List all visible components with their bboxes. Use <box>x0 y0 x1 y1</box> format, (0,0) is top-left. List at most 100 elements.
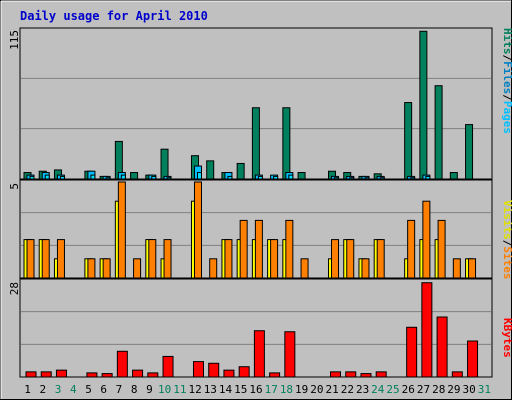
x-tick-label: 20 <box>310 383 323 396</box>
bar-kbytes-day-14 <box>223 369 235 378</box>
ymax-label-visits: 5 <box>8 183 21 190</box>
bar-sites-day-23 <box>361 258 370 279</box>
bar-kbytes-day-13 <box>208 362 220 378</box>
bar-hits-day-10 <box>160 148 169 180</box>
bar-kbytes-day-5 <box>86 372 98 378</box>
legend-visits-sites: Visits/Sites <box>501 200 512 280</box>
x-tick-label: 24 <box>371 383 385 396</box>
bar-sites-day-13 <box>209 258 218 279</box>
bar-hits-day-16 <box>251 107 260 180</box>
bar-hits-day-26 <box>404 102 413 180</box>
bar-sites-day-15 <box>239 219 248 279</box>
bar-kbytes-day-18 <box>284 331 296 378</box>
bar-sites-day-26 <box>407 219 416 279</box>
x-tick-label: 4 <box>70 383 77 396</box>
x-tick-label: 2 <box>40 383 47 396</box>
legend-entry: Hits <box>501 28 512 55</box>
bar-kbytes-day-22 <box>345 371 357 378</box>
bar-sites-day-10 <box>163 239 172 279</box>
chart-title: Daily usage for April 2010 <box>20 9 208 23</box>
bar-sites-day-7 <box>117 181 126 279</box>
x-tick-label: 31 <box>478 383 491 396</box>
bar-sites-day-17 <box>270 239 279 279</box>
bar-sites-day-2 <box>41 239 50 279</box>
bar-kbytes-day-28 <box>436 316 448 378</box>
bar-kbytes-day-24 <box>375 371 387 378</box>
bar-pages-day-14 <box>227 175 233 180</box>
bar-kbytes-day-26 <box>406 326 418 378</box>
bar-hits-day-27 <box>419 30 428 180</box>
panel-kbytes: 28 <box>8 278 493 378</box>
bar-kbytes-day-8 <box>132 369 144 378</box>
bar-sites-day-1 <box>26 239 35 279</box>
ymax-label-hits: 115 <box>8 30 21 50</box>
x-tick-label: 30 <box>463 383 476 396</box>
bar-hits-day-8 <box>130 172 139 180</box>
bar-kbytes-day-23 <box>360 373 372 378</box>
bar-sites-day-3 <box>56 239 65 279</box>
bar-pages-day-21 <box>334 177 340 180</box>
bar-sites-day-24 <box>376 239 385 279</box>
legend-entry: Files <box>501 61 512 94</box>
x-tick-label: 12 <box>188 383 201 396</box>
bar-sites-day-18 <box>285 219 294 279</box>
bar-sites-day-12 <box>193 181 202 279</box>
bar-kbytes-day-9 <box>147 372 159 378</box>
bar-pages-day-7 <box>120 174 126 180</box>
ymax-label-kbytes: 28 <box>8 282 21 295</box>
bar-kbytes-day-3 <box>55 369 67 378</box>
bar-pages-day-3 <box>59 175 65 180</box>
legend-entry: Pages <box>501 101 512 134</box>
bar-kbytes-day-10 <box>162 355 174 378</box>
x-tick-label: 14 <box>219 383 233 396</box>
bar-pages-day-5 <box>90 174 96 180</box>
x-tick-label: 19 <box>295 383 308 396</box>
x-tick-label: 6 <box>100 383 107 396</box>
x-tick-label: 7 <box>116 383 123 396</box>
x-axis-day-labels: 1 2 3 4 5 6 7 8 9 10 11 12 13 14 15 16 17 18 19 20 21 22 23 24 2… <box>24 383 491 396</box>
bar-kbytes-day-6 <box>101 373 113 378</box>
x-tick-label: 17 <box>265 383 278 396</box>
bar-kbytes-day-2 <box>40 371 52 378</box>
bar-kbytes-day-1 <box>25 371 37 378</box>
bar-pages-day-18 <box>288 174 294 180</box>
bar-kbytes-day-21 <box>330 371 342 378</box>
bar-kbytes-day-30 <box>467 340 479 378</box>
bar-pages-day-26 <box>410 177 416 180</box>
bar-pages-day-24 <box>379 177 385 180</box>
legend-entry: Sites <box>501 246 512 279</box>
bar-pages-day-23 <box>364 177 370 180</box>
legend-entry: / <box>501 94 512 101</box>
bar-kbytes-day-12 <box>192 361 204 378</box>
legend-entry: KBytes <box>501 318 512 358</box>
x-tick-label: 11 <box>173 383 186 396</box>
x-tick-label: 25 <box>386 383 399 396</box>
x-tick-label: 28 <box>432 383 445 396</box>
bar-sites-day-21 <box>331 239 340 279</box>
panel-bars <box>23 30 474 180</box>
bar-kbytes-day-15 <box>238 366 250 378</box>
x-tick-label: 22 <box>341 383 354 396</box>
bar-pages-day-10 <box>166 177 172 180</box>
x-tick-label: 9 <box>146 383 153 396</box>
x-tick-label: 18 <box>280 383 293 396</box>
x-tick-label: 1 <box>24 383 31 396</box>
bar-sites-day-29 <box>452 258 461 279</box>
legend-kbytes: KBytes <box>501 318 512 358</box>
x-tick-label: 21 <box>326 383 339 396</box>
x-tick-label: 29 <box>447 383 460 396</box>
bar-kbytes-day-7 <box>116 350 128 378</box>
bar-hits-day-15 <box>236 162 245 180</box>
bar-hits-day-19 <box>297 172 306 180</box>
bar-pages-day-27 <box>425 175 431 180</box>
x-tick-label: 23 <box>356 383 369 396</box>
bar-pages-day-17 <box>273 175 279 180</box>
panel-bars <box>25 282 479 378</box>
legend-hits-files-pages: Hits/Files/Pages <box>501 28 512 134</box>
bar-pages-day-12 <box>196 172 202 180</box>
panel-bars <box>23 181 477 279</box>
bar-sites-day-6 <box>102 258 111 279</box>
bar-pages-day-9 <box>151 175 157 180</box>
bar-hits-day-13 <box>206 160 215 180</box>
